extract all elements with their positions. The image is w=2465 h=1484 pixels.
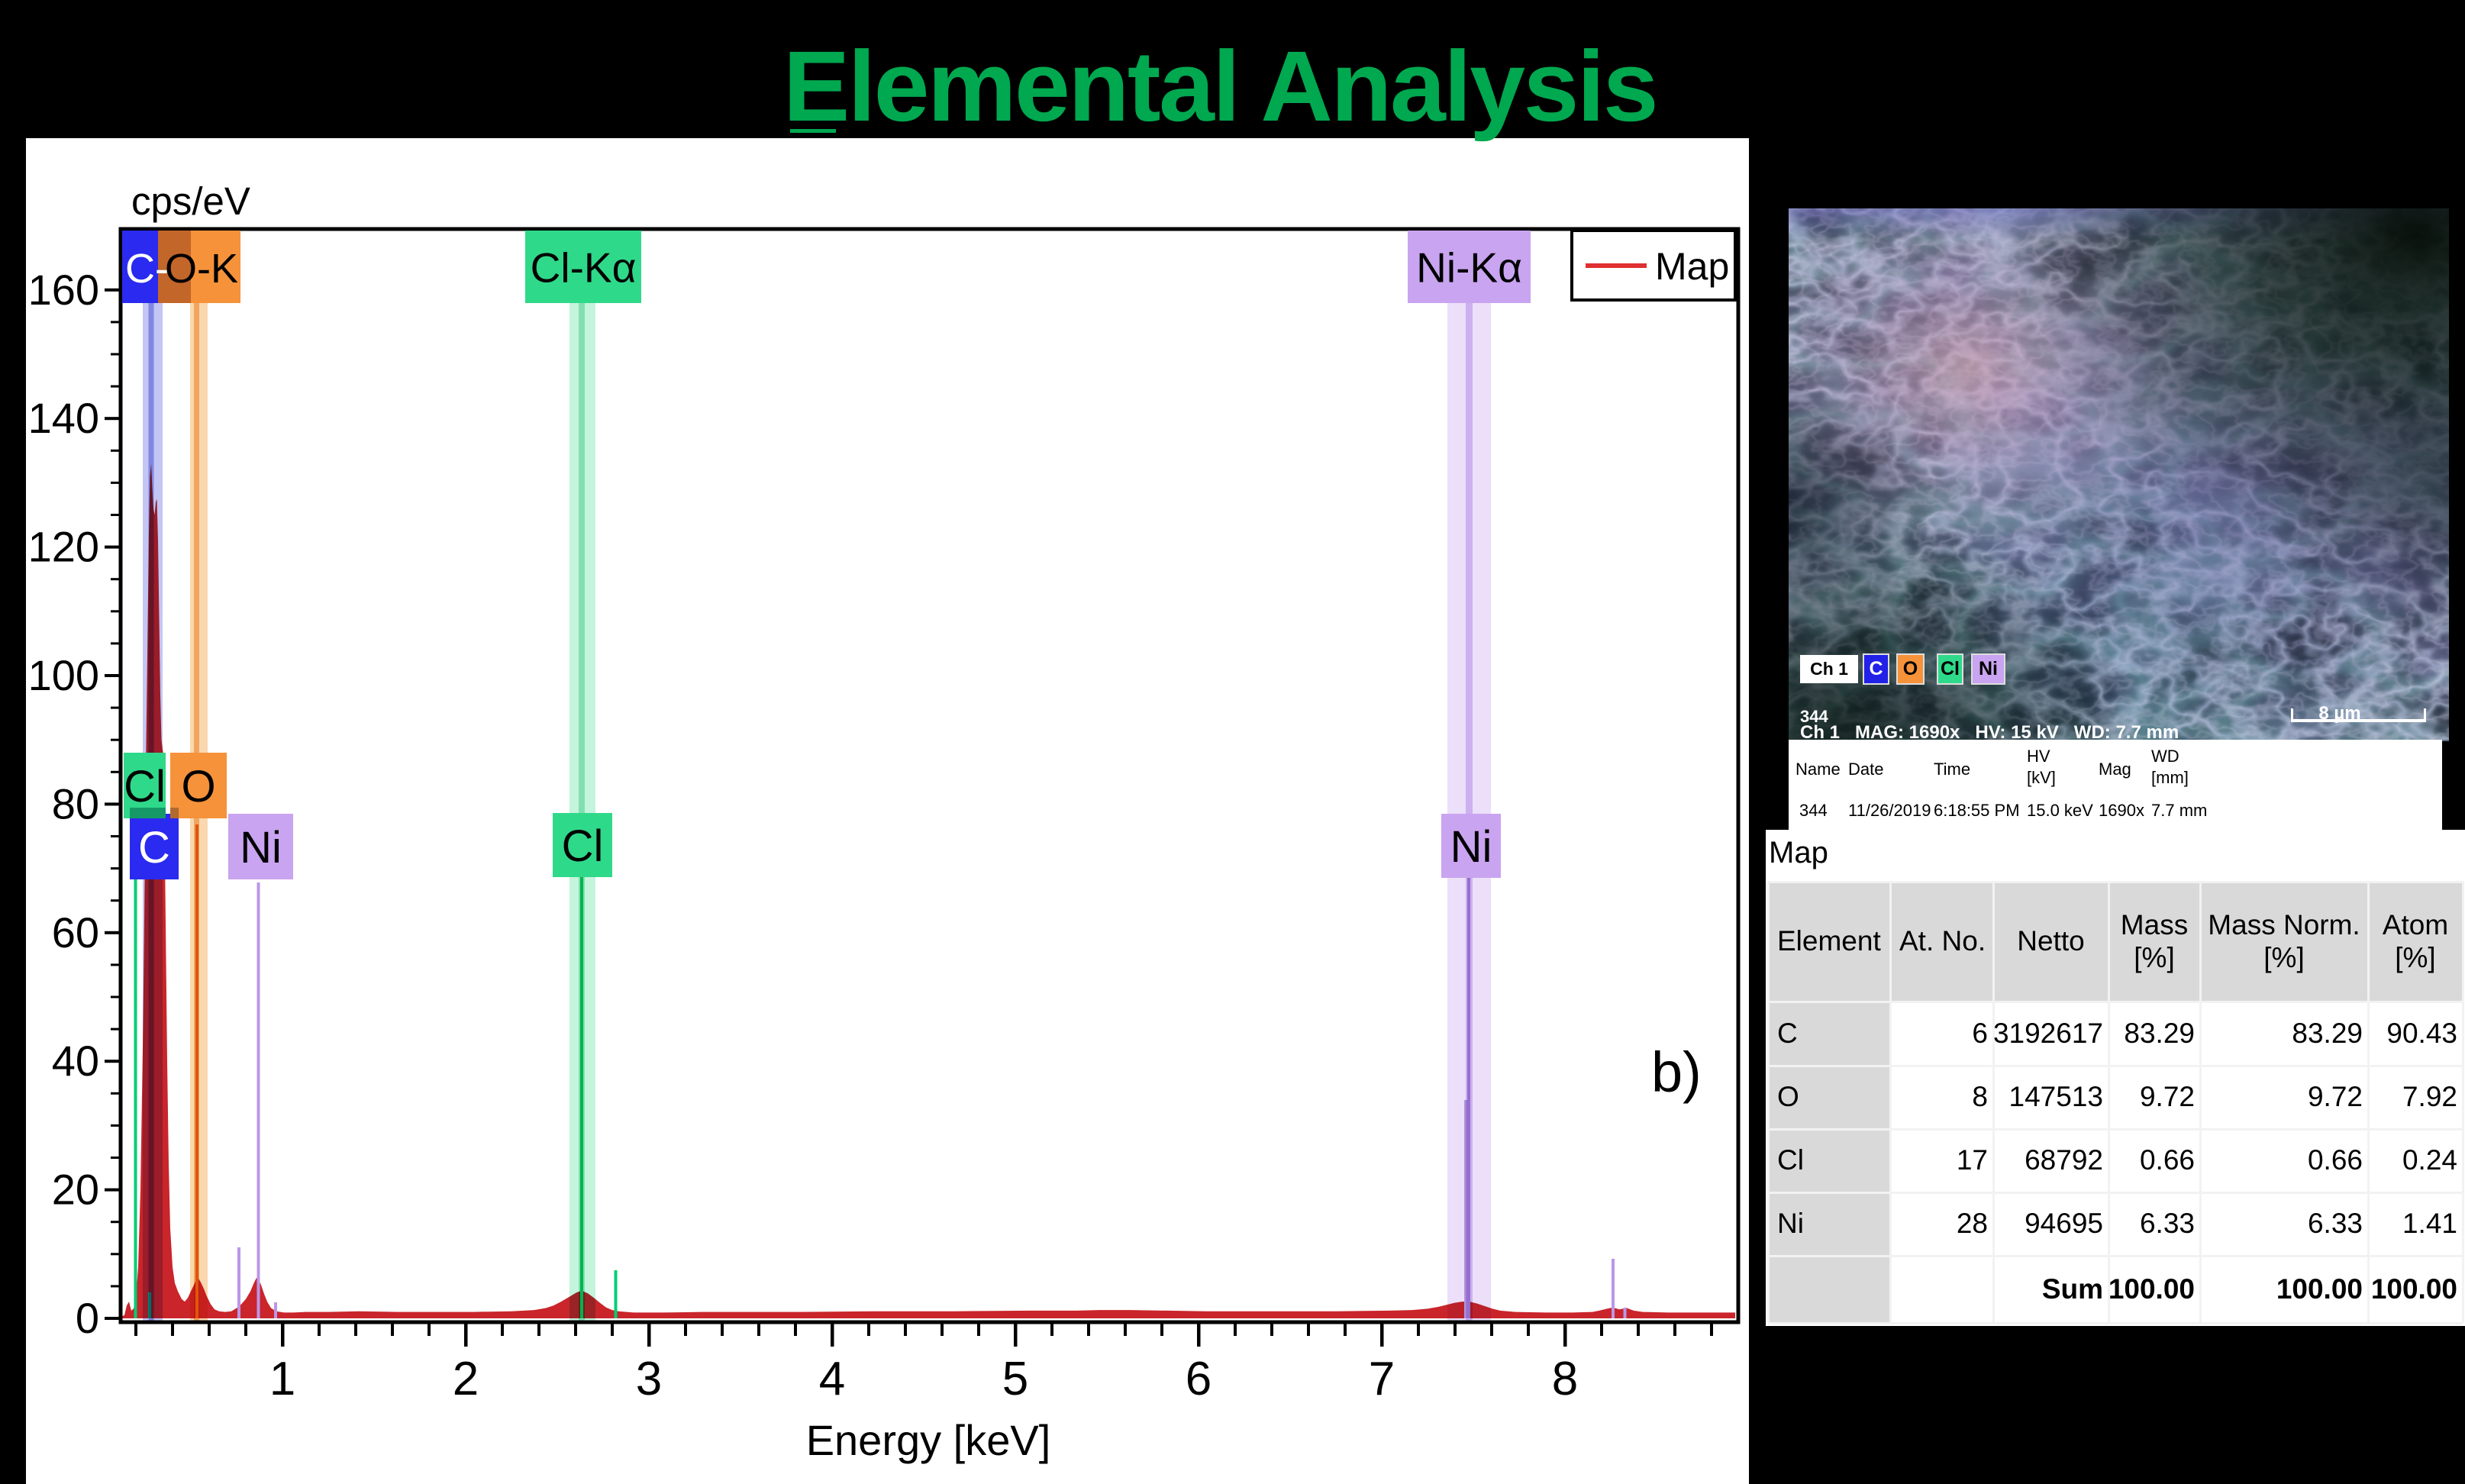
svg-text:40: 40 bbox=[52, 1037, 99, 1085]
svg-text:Cl-Kα: Cl-Kα bbox=[531, 244, 637, 291]
svg-text:6: 6 bbox=[1186, 1353, 1212, 1405]
svg-text:80: 80 bbox=[52, 779, 99, 827]
svg-text:Cl: Cl bbox=[124, 762, 166, 811]
svg-text:1: 1 bbox=[269, 1353, 295, 1405]
svg-text:Ni: Ni bbox=[1450, 822, 1492, 872]
svg-text:7: 7 bbox=[1369, 1353, 1395, 1405]
svg-text:8: 8 bbox=[1552, 1353, 1578, 1405]
svg-text:100: 100 bbox=[28, 651, 99, 699]
svg-text:60: 60 bbox=[52, 908, 99, 957]
svg-text:2: 2 bbox=[453, 1353, 479, 1405]
svg-text:Ni-Kα: Ni-Kα bbox=[1416, 244, 1522, 291]
svg-text:3: 3 bbox=[636, 1353, 662, 1405]
svg-text:C: C bbox=[138, 823, 170, 873]
svg-text:140: 140 bbox=[28, 394, 99, 442]
svg-text:cps/eV: cps/eV bbox=[131, 179, 250, 223]
svg-text:O-K: O-K bbox=[165, 246, 238, 292]
svg-text:b): b) bbox=[1651, 1040, 1702, 1104]
svg-text:C-: C- bbox=[125, 246, 169, 292]
svg-text:0: 0 bbox=[76, 1294, 99, 1342]
svg-text:Cl: Cl bbox=[562, 821, 604, 871]
svg-text:Map: Map bbox=[1655, 245, 1729, 288]
svg-text:5: 5 bbox=[1002, 1353, 1028, 1405]
svg-text:120: 120 bbox=[28, 523, 99, 571]
svg-text:O: O bbox=[181, 762, 215, 811]
svg-text:Ni: Ni bbox=[240, 823, 282, 873]
svg-text:Energy [keV]: Energy [keV] bbox=[806, 1416, 1051, 1464]
svg-text:160: 160 bbox=[28, 266, 99, 314]
svg-text:20: 20 bbox=[52, 1166, 99, 1214]
svg-text:4: 4 bbox=[819, 1353, 845, 1405]
